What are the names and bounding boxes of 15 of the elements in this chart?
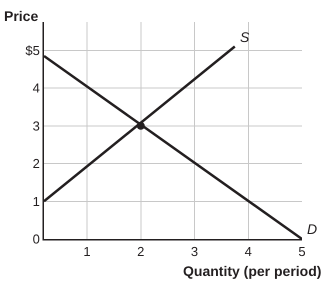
series-label: D <box>307 221 318 237</box>
x-tick-label: 3 <box>190 244 198 260</box>
x-tick-label: 2 <box>137 244 144 260</box>
y-tick-label: 2 <box>32 156 40 172</box>
series-label: S <box>240 29 250 45</box>
y-tick-label: 0 <box>32 232 40 247</box>
y-tick-label: 3 <box>32 118 40 134</box>
y-axis-title: Price <box>4 8 38 24</box>
x-axis-title: Quantity (per period) <box>183 263 322 279</box>
x-tick-label: 1 <box>83 244 91 260</box>
y-tick-label: 4 <box>32 80 40 96</box>
x-tick-label: 5 <box>298 244 306 260</box>
y-tick-label: $5 <box>25 42 40 58</box>
x-tick-label: 4 <box>244 244 252 260</box>
y-tick-label: 1 <box>32 194 40 209</box>
